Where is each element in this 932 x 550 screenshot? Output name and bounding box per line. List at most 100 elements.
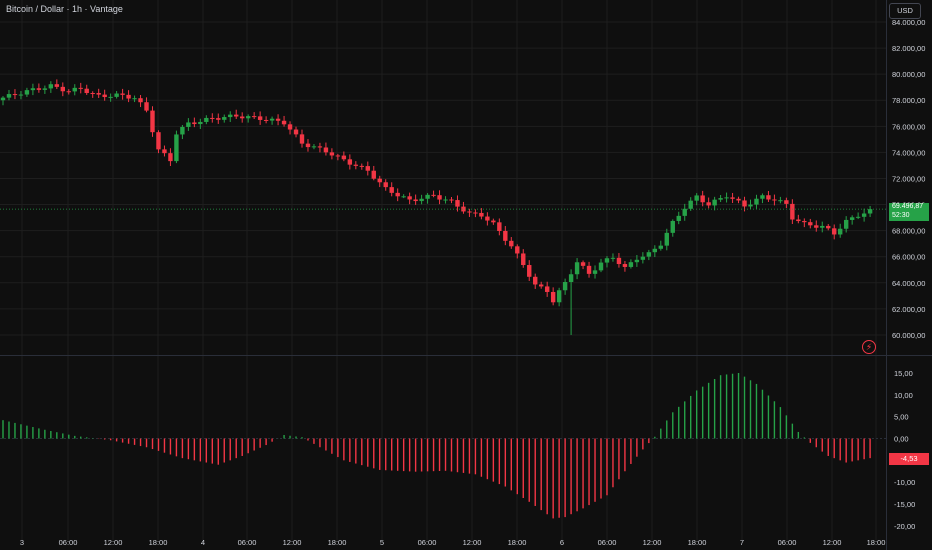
time-tick-label: 18:00 xyxy=(867,538,886,547)
candle-body xyxy=(341,155,347,160)
price-axis[interactable]: 84.000,00 82.000,00 80.000,00 78.000,00 76.0… xyxy=(892,18,925,340)
candle-body xyxy=(168,153,173,162)
candle-body xyxy=(90,93,95,95)
candle-body xyxy=(736,198,741,201)
time-tick-label: 18:00 xyxy=(688,538,707,547)
candle-body xyxy=(425,194,430,199)
candle-body xyxy=(664,232,669,246)
candle-body xyxy=(48,84,54,89)
candle-body xyxy=(120,93,125,95)
candle-body xyxy=(772,199,777,201)
macd-tick-label: 15,00 xyxy=(894,369,913,378)
macd-tick-label: 10,00 xyxy=(894,391,913,400)
time-tick-label: 12:00 xyxy=(463,538,482,547)
candle-body xyxy=(413,199,418,202)
candle-body xyxy=(814,225,819,228)
candle-body xyxy=(694,195,699,201)
candle-body xyxy=(305,143,311,148)
candle-body xyxy=(820,225,825,228)
candle-body xyxy=(377,178,382,183)
candle-body xyxy=(527,265,532,277)
lightning-icon[interactable]: ⚡︎ xyxy=(862,340,876,354)
candle-body xyxy=(790,203,795,220)
candle-body xyxy=(449,199,454,201)
time-tick-label: 06:00 xyxy=(59,538,78,547)
chart-title: Bitcoin / Dollar · 1h · Vantage xyxy=(6,4,123,14)
candle-body xyxy=(568,274,574,283)
candle-body xyxy=(867,209,873,214)
time-tick-label: 06:00 xyxy=(238,538,257,547)
candle-body xyxy=(706,202,711,206)
candle-body xyxy=(12,94,18,96)
price-tick-label: 64.000,00 xyxy=(892,279,925,288)
price-tick-label: 84.000,00 xyxy=(892,18,925,27)
time-axis[interactable]: 3 06:00 12:00 18:00 4 06:00 12:00 18:00 5 06:00 12… xyxy=(20,538,885,547)
candle-body xyxy=(359,165,364,167)
time-tick-label: 18:00 xyxy=(149,538,168,547)
candle-body xyxy=(389,187,394,193)
candle-body xyxy=(192,122,197,125)
candle-body xyxy=(269,118,275,121)
price-tick-label: 60.000,00 xyxy=(892,331,925,340)
candle-body xyxy=(114,93,119,97)
candle-body xyxy=(473,212,478,214)
time-tick-label: 18:00 xyxy=(508,538,527,547)
candle-body xyxy=(353,164,359,166)
candle-body xyxy=(78,87,83,89)
candle-body xyxy=(156,132,161,150)
candle-body xyxy=(742,200,747,207)
candle-body xyxy=(700,195,705,203)
candle-body xyxy=(395,192,400,197)
time-tick-label: 7 xyxy=(740,538,744,547)
price-candles xyxy=(0,79,873,335)
candle-body xyxy=(634,259,640,263)
candle-body xyxy=(497,222,502,231)
time-tick-label: 06:00 xyxy=(418,538,437,547)
price-tick-label: 76.000,00 xyxy=(892,122,925,131)
candle-body xyxy=(245,116,251,119)
candle-body xyxy=(574,262,580,275)
candle-body xyxy=(479,212,484,217)
time-tick-label: 12:00 xyxy=(643,538,662,547)
candle-body xyxy=(562,282,568,291)
candle-body xyxy=(251,116,257,118)
candle-body xyxy=(60,86,65,92)
price-tick-label: 72.000,00 xyxy=(892,174,925,183)
candle-body xyxy=(676,215,681,221)
candle-body xyxy=(228,114,233,118)
candle-body xyxy=(604,258,610,263)
candle-body xyxy=(371,170,376,179)
candle-body xyxy=(461,206,466,212)
candle-body xyxy=(509,240,514,247)
candle-body xyxy=(658,245,663,249)
candle-body xyxy=(287,124,293,130)
time-tick-label: 6 xyxy=(560,538,564,547)
candle-body xyxy=(730,197,735,199)
last-price-value: 69.496,87 xyxy=(892,203,924,210)
time-tick-label: 12:00 xyxy=(104,538,123,547)
candle-body xyxy=(419,198,424,202)
price-tick-label: 74.000,00 xyxy=(892,148,925,157)
currency-button[interactable]: USD xyxy=(889,3,921,19)
candle-body xyxy=(30,88,36,91)
candle-body xyxy=(96,93,101,95)
candle-body xyxy=(533,276,538,285)
macd-tick-label: -20,00 xyxy=(894,522,915,531)
candle-body xyxy=(186,122,191,127)
candle-body xyxy=(467,211,472,213)
candle-body xyxy=(616,257,622,265)
candle-body xyxy=(126,94,131,99)
price-tick-label: 62.000,00 xyxy=(892,305,925,314)
candle-body xyxy=(24,90,30,95)
candle-body xyxy=(108,96,113,98)
candle-body xyxy=(724,197,729,199)
time-tick-label: 5 xyxy=(380,538,384,547)
candle-body xyxy=(222,117,227,120)
candle-body xyxy=(144,102,149,111)
candle-body xyxy=(598,262,604,271)
macd-axis[interactable]: 15,0010,005,000,00-5,00-10,00-15,00-20,0… xyxy=(894,369,915,531)
candle-body xyxy=(6,94,12,98)
candle-body xyxy=(72,87,77,92)
candle-body xyxy=(622,264,628,267)
